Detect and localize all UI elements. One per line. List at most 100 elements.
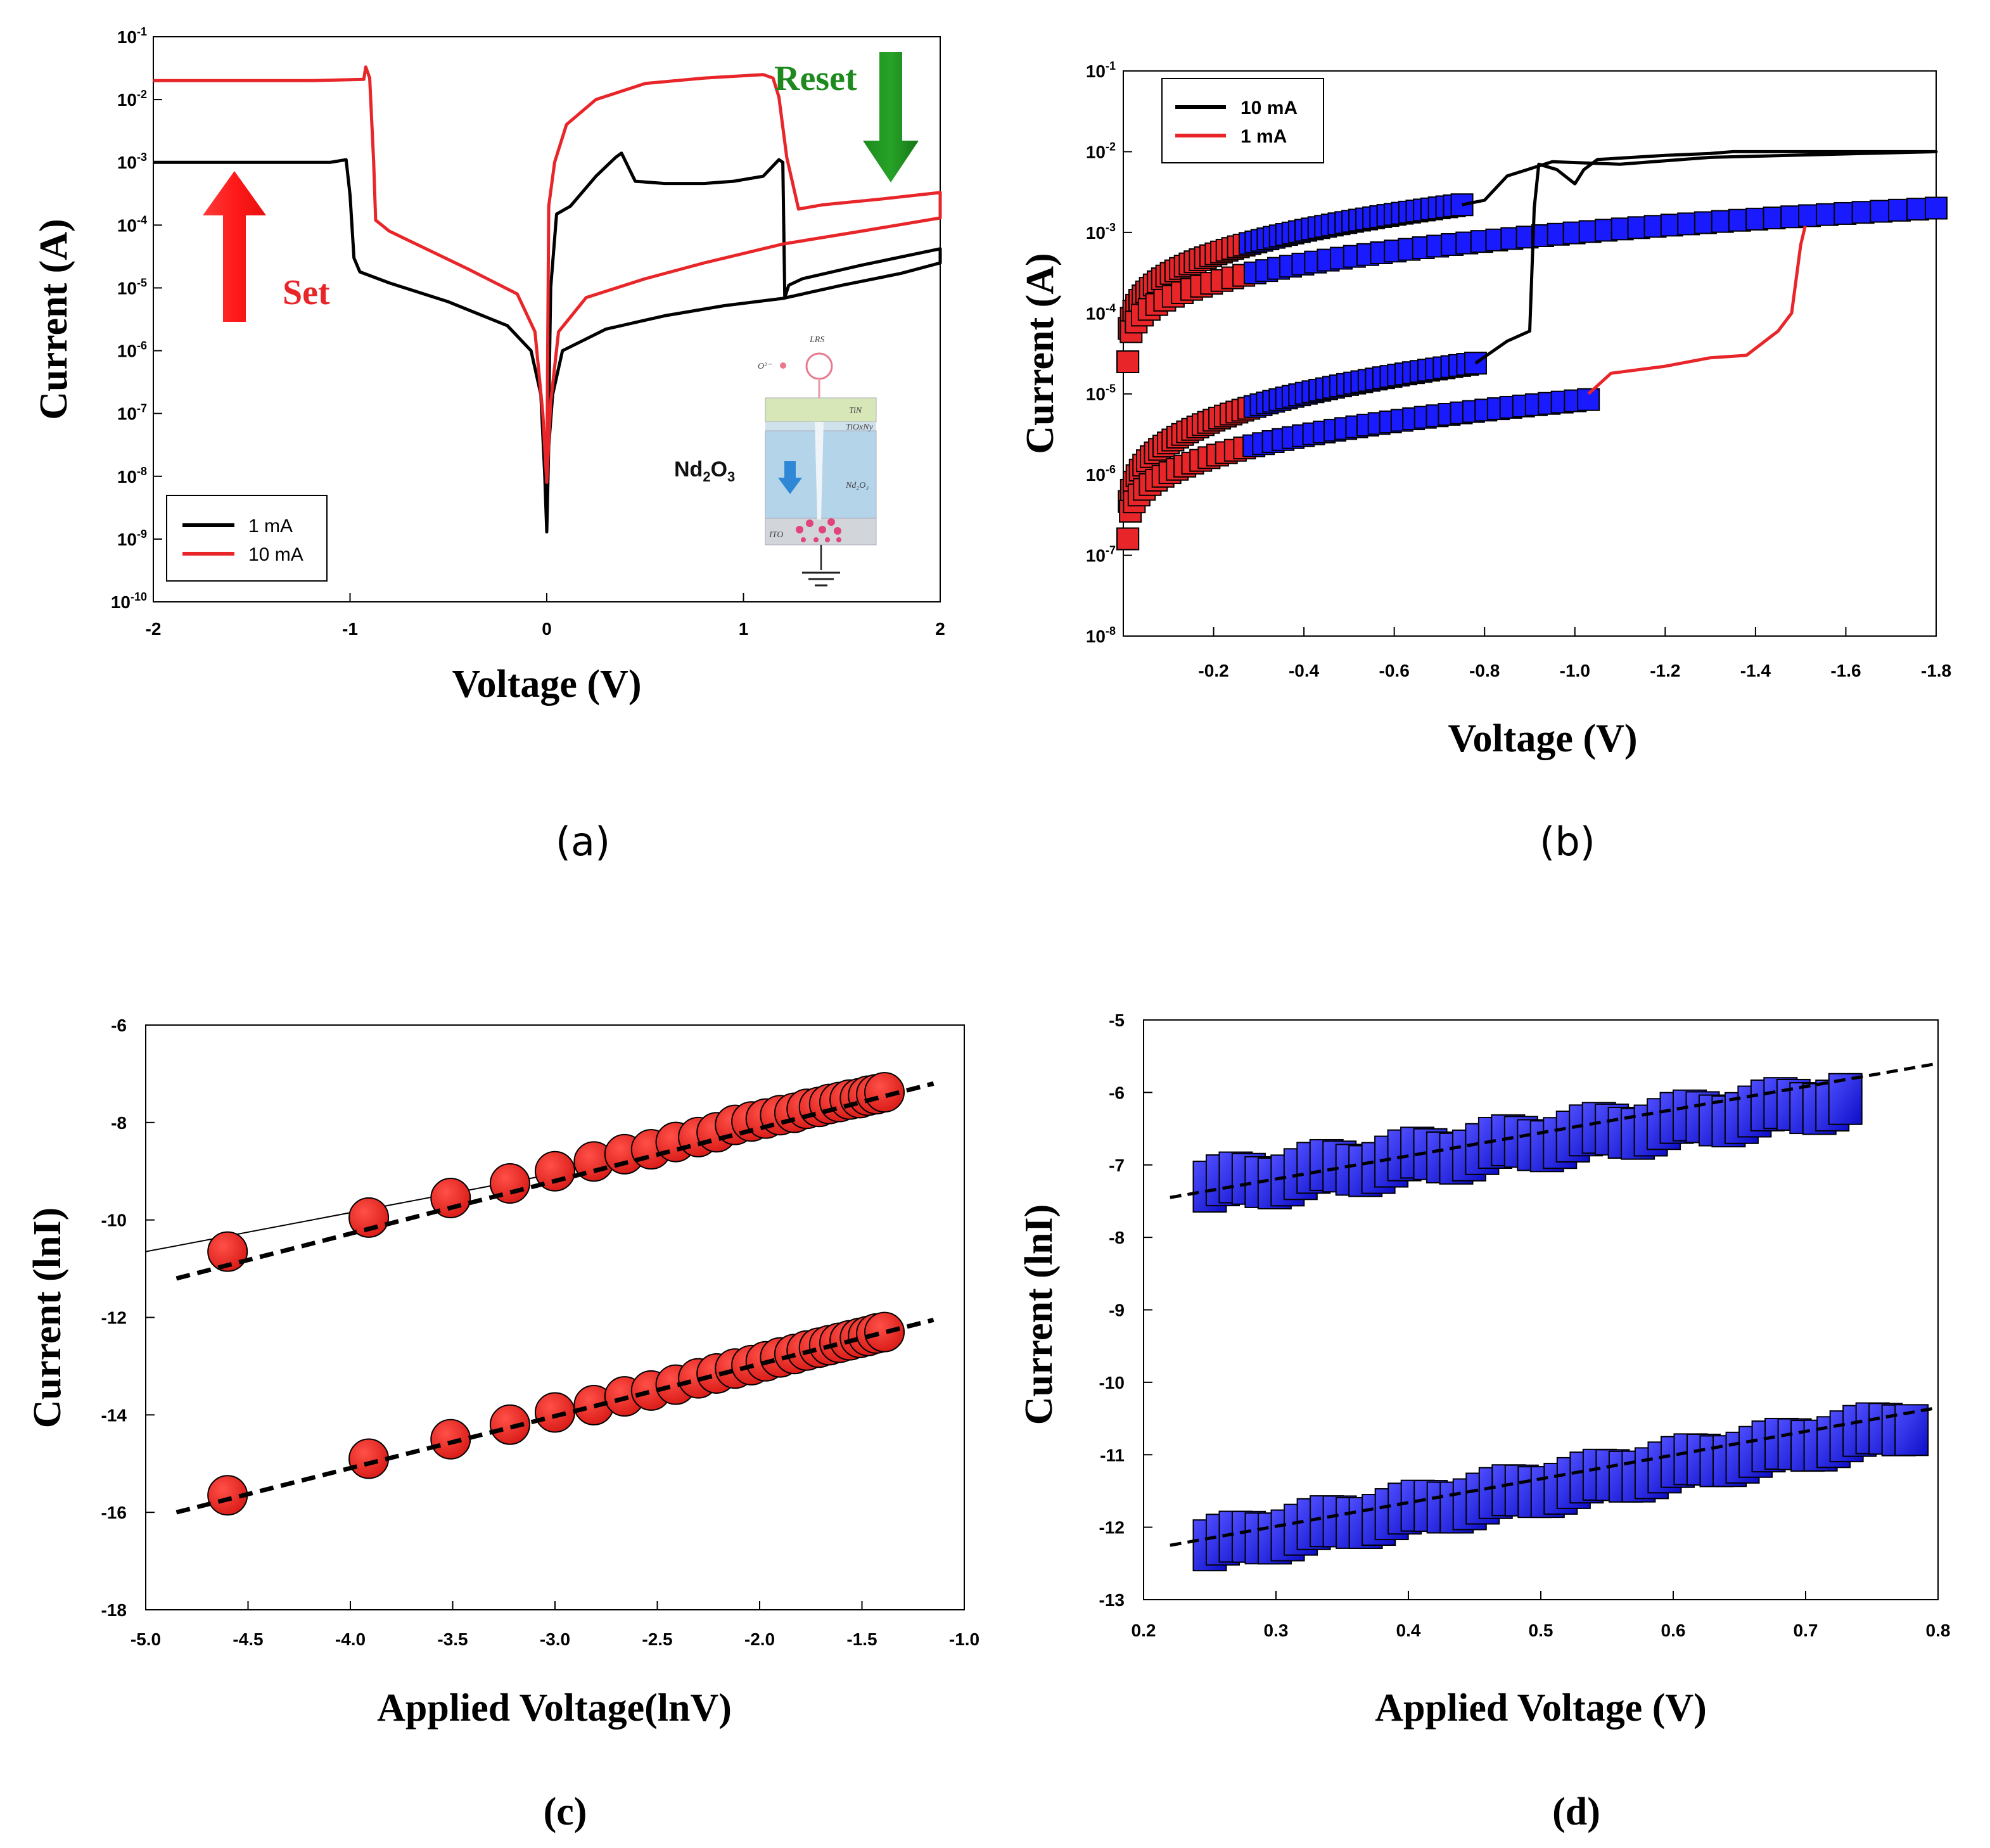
y-tick-label: 10-1 <box>117 25 147 47</box>
circle-marker <box>489 1404 530 1445</box>
tick-base: 10 <box>117 27 137 47</box>
y-tick-label: -10 <box>1099 1373 1125 1392</box>
x-tick-label: -3.0 <box>540 1629 570 1649</box>
panel-d-markers <box>1192 1073 1929 1572</box>
x-tick-label: -2 <box>146 619 162 639</box>
y-tick-label: 10-3 <box>117 151 147 172</box>
panel-a-ticks: -2 -1 0 1 210-1010-910-810-710-610-510-410-3… <box>111 25 945 639</box>
set-label: Set <box>283 273 330 312</box>
panel-b-legend: 10 mA 1 mA <box>1161 78 1324 163</box>
x-tick-label: -0.8 <box>1469 661 1500 680</box>
tick-exponent: -1 <box>137 25 147 38</box>
x-tick-label: -0.6 <box>1379 661 1410 680</box>
vacancy-dot <box>834 527 841 535</box>
tick-base: 10 <box>1086 61 1106 81</box>
square-marker <box>1464 352 1487 375</box>
square-marker <box>1116 527 1140 551</box>
tick-base: 10 <box>1086 142 1106 162</box>
tick-base: 10 <box>117 153 137 172</box>
y-tick-label: 10-4 <box>1086 302 1116 323</box>
x-tick-label: 0.5 <box>1529 1621 1553 1640</box>
tick-exponent: -3 <box>1106 221 1116 234</box>
legend-label-10mA: 10 mA <box>248 544 303 565</box>
panel-c-x-title: Applied Voltage(lnV) <box>377 1686 732 1730</box>
tick-exponent: -7 <box>1106 544 1116 557</box>
x-tick-label: -1.5 <box>846 1629 877 1649</box>
legend-box <box>166 495 328 582</box>
inset-vacancies <box>796 518 841 542</box>
circle-marker <box>430 1178 471 1219</box>
y-tick-label: 10-8 <box>117 465 147 487</box>
legend-box <box>1161 78 1324 163</box>
fit-line <box>175 1317 934 1515</box>
tick-exponent: -8 <box>1106 625 1116 637</box>
series-line <box>1462 150 1938 365</box>
y-tick-label: -6 <box>111 1016 127 1035</box>
tick-base: 10 <box>1086 465 1106 485</box>
square-marker <box>1450 193 1474 217</box>
inset-side-label: Nd2O3 <box>674 457 735 485</box>
circle-marker <box>207 1231 248 1272</box>
y-tick-label: -5 <box>1109 1010 1125 1030</box>
y-tick-label: -7 <box>1109 1156 1125 1175</box>
inset-oxide-label: Nd₂O₃ <box>845 481 869 490</box>
y-tick-label: 10-5 <box>117 276 147 298</box>
fit-line <box>175 1081 934 1281</box>
x-tick-label: 0.7 <box>1794 1621 1818 1640</box>
inset-tioxny-label: TiOxNy <box>846 423 874 432</box>
circle-marker <box>430 1418 471 1460</box>
y-tick-label: -12 <box>101 1308 127 1328</box>
inset-ito-label: ITO <box>769 530 783 540</box>
reset-label: Reset <box>774 59 857 98</box>
x-tick-label: 0 <box>542 619 552 639</box>
y-tick-label: 10-7 <box>117 402 147 424</box>
tick-exponent: -5 <box>137 276 147 289</box>
circle-marker <box>348 1197 390 1238</box>
x-tick-label: 0.3 <box>1264 1621 1289 1640</box>
vacancy-dot <box>836 537 841 542</box>
y-tick-label: -16 <box>101 1503 127 1522</box>
set-arrow-shape <box>203 171 266 322</box>
panel-c-y-title: Current (lnI) <box>26 1208 69 1428</box>
tick-exponent: -10 <box>131 590 147 603</box>
x-tick-label: -4.0 <box>335 1629 366 1649</box>
y-tick-label: 10-1 <box>1086 60 1116 81</box>
fit-line <box>1170 1062 1939 1199</box>
x-tick-label: -1.8 <box>1921 661 1951 680</box>
fit-line <box>1170 1406 1939 1547</box>
series-line <box>153 151 942 534</box>
tick-base: 10 <box>1086 223 1106 243</box>
panel-d: 0.2 0.3 0.4 0.5 0.6 0.7 0.8 -13 -12 -11 -10 -9 -8 -7 -… <box>1017 1010 1950 1833</box>
tick-exponent: -7 <box>137 402 147 415</box>
y-tick-label: -8 <box>111 1113 127 1133</box>
panel-a-curves <box>153 65 942 534</box>
tick-exponent: -9 <box>137 528 147 540</box>
tick-base: 10 <box>117 90 137 110</box>
reset-arrow <box>863 52 919 182</box>
x-tick-label: -0.4 <box>1289 661 1320 680</box>
tick-exponent: -2 <box>137 88 147 101</box>
y-tick-label: 10-2 <box>117 88 147 110</box>
panel-a-tag: (a) <box>556 819 610 865</box>
panel-a-legend: 1 mA 10 mA <box>166 495 328 582</box>
tick-base: 10 <box>117 467 137 487</box>
x-tick-label: -4.5 <box>233 1629 263 1649</box>
y-tick-label: 10-5 <box>1086 383 1116 404</box>
x-tick-label: -1.4 <box>1740 661 1771 680</box>
y-tick-label: 10-3 <box>1086 221 1116 243</box>
tick-exponent: -5 <box>1106 383 1116 395</box>
panel-d-fit-lines <box>1170 1062 1939 1547</box>
vacancy-dot <box>813 537 819 542</box>
inset-tin-label: TiN <box>849 406 862 416</box>
y-tick-label: 10-6 <box>1086 463 1116 485</box>
inset-meter-icon <box>805 352 833 380</box>
y-tick-label: -11 <box>1100 1445 1125 1465</box>
inset-top-electrode <box>765 397 877 423</box>
panel-a-x-title: Voltage (V) <box>452 663 641 706</box>
x-tick-label: 0.4 <box>1396 1621 1421 1640</box>
y-tick-label: -8 <box>1109 1228 1125 1247</box>
inset-ion-dot <box>780 362 786 369</box>
y-tick-label: 10-6 <box>117 340 147 361</box>
inset-down-arrow-icon <box>778 461 802 494</box>
panel-b-tag: (b) <box>1540 819 1595 865</box>
